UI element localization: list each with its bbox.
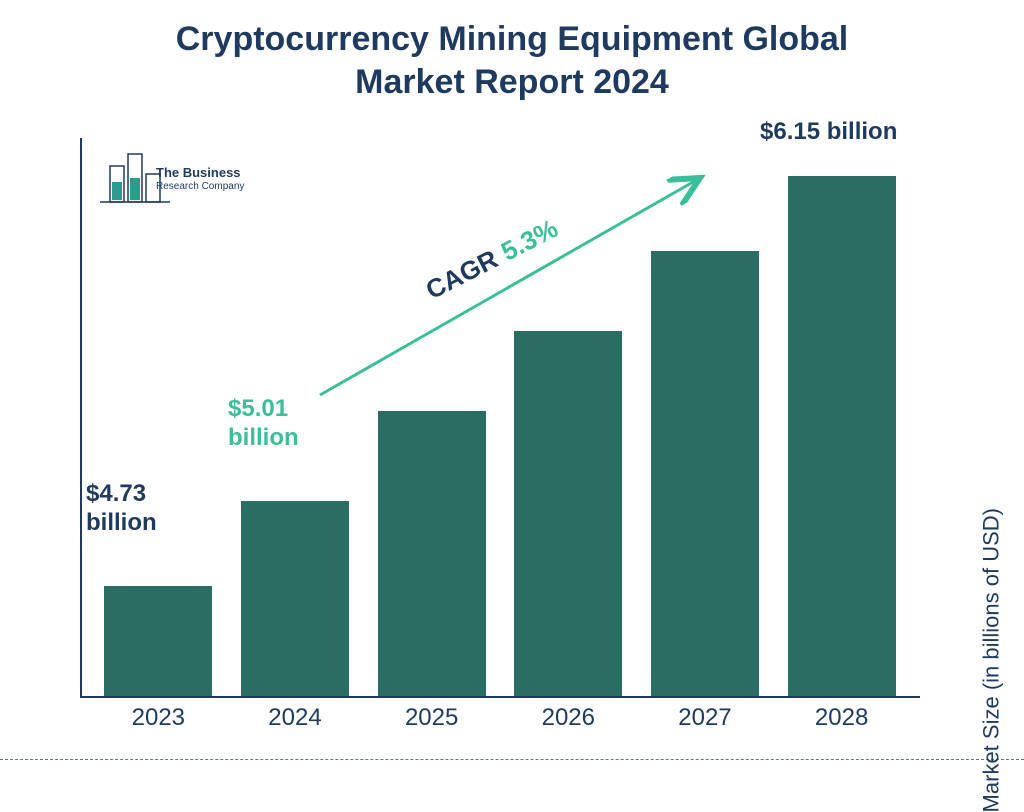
data-label-2024: $5.01 billion <box>228 395 299 453</box>
data-label-2028: $6.15 billion <box>760 118 897 147</box>
x-tick-label: 2025 <box>405 704 458 732</box>
bar-slot: 2028 <box>782 176 902 696</box>
bar-slot: 2026 <box>508 331 628 696</box>
x-tick-label: 2028 <box>815 704 868 732</box>
title-line1: Cryptocurrency Mining Equipment Global <box>176 20 849 58</box>
bar <box>241 501 349 696</box>
bar <box>104 586 212 696</box>
x-tick-label: 2023 <box>132 704 185 732</box>
bar-slot: 2027 <box>645 251 765 696</box>
data-label-2023: $4.73 billion <box>86 480 157 538</box>
x-axis-line <box>80 696 920 698</box>
bar <box>788 176 896 696</box>
title-line2: Market Report 2024 <box>355 63 669 101</box>
bar <box>651 251 759 696</box>
bar-slot: 2025 <box>372 411 492 696</box>
bar <box>378 411 486 696</box>
bar <box>514 331 622 696</box>
y-axis-title: Market Size (in billions of USD) <box>978 508 1004 812</box>
x-tick-label: 2027 <box>678 704 731 732</box>
bar-slot: 2023 <box>98 586 218 696</box>
x-tick-label: 2024 <box>268 704 321 732</box>
bars-container: 202320242025202620272028 <box>80 136 920 696</box>
x-tick-label: 2026 <box>542 704 595 732</box>
bar-chart: 202320242025202620272028 <box>80 138 920 698</box>
bar-slot: 2024 <box>235 501 355 696</box>
footer-divider <box>0 759 1024 760</box>
chart-title: Cryptocurrency Mining Equipment Global M… <box>0 18 1024 103</box>
